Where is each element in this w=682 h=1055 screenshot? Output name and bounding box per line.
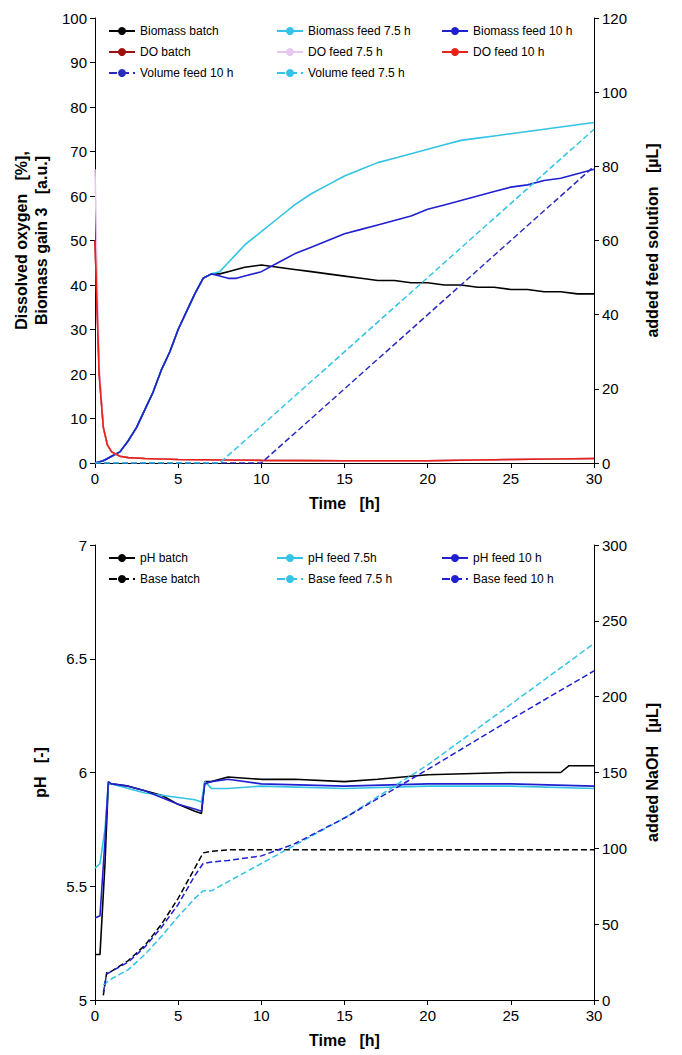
svg-text:added feed solution [µL]: added feed solution [µL] [644, 143, 661, 337]
svg-text:40: 40 [70, 277, 87, 294]
svg-text:50: 50 [602, 916, 619, 933]
svg-text:25: 25 [502, 470, 519, 487]
svg-text:80: 80 [70, 99, 87, 116]
svg-text:5.5: 5.5 [66, 878, 87, 895]
svg-text:10: 10 [253, 470, 270, 487]
svg-text:100: 100 [602, 840, 627, 857]
svg-text:6.5: 6.5 [66, 650, 87, 667]
svg-text:30: 30 [586, 470, 603, 487]
svg-text:pH [-]: pH [-] [32, 747, 49, 798]
svg-text:pH feed 7.5h: pH feed 7.5h [308, 551, 377, 565]
svg-text:10: 10 [70, 410, 87, 427]
svg-text:7: 7 [79, 537, 87, 554]
svg-text:Time [h]: Time [h] [309, 495, 380, 512]
svg-text:25: 25 [502, 1007, 519, 1024]
svg-text:70: 70 [70, 143, 87, 160]
svg-text:DO feed 10 h: DO feed 10 h [473, 45, 544, 59]
svg-text:Biomass batch: Biomass batch [140, 24, 219, 38]
svg-text:Base batch: Base batch [140, 572, 200, 586]
svg-text:pH batch: pH batch [140, 551, 188, 565]
svg-text:6: 6 [79, 764, 87, 781]
svg-text:100: 100 [62, 10, 87, 27]
svg-text:Biomass gain 3 [a.u.]: Biomass gain 3 [a.u.] [33, 156, 50, 325]
svg-text:20: 20 [419, 470, 436, 487]
svg-text:Base feed 7.5 h: Base feed 7.5 h [308, 572, 392, 586]
svg-text:30: 30 [70, 321, 87, 338]
svg-text:20: 20 [602, 380, 619, 397]
svg-text:120: 120 [602, 10, 627, 27]
svg-text:Volume feed 7.5 h: Volume feed 7.5 h [308, 66, 405, 80]
svg-text:200: 200 [602, 688, 627, 705]
svg-text:0: 0 [79, 455, 87, 472]
svg-text:pH feed 10 h: pH feed 10 h [473, 551, 542, 565]
svg-text:250: 250 [602, 612, 627, 629]
svg-text:Dissolved oxygen [%],: Dissolved oxygen [%], [13, 151, 30, 330]
svg-text:added NaOH [µL]: added NaOH [µL] [644, 703, 661, 842]
svg-text:Biomass feed 10 h: Biomass feed 10 h [473, 24, 572, 38]
svg-text:60: 60 [70, 188, 87, 205]
svg-text:20: 20 [419, 1007, 436, 1024]
svg-text:0: 0 [602, 992, 610, 1009]
svg-text:5: 5 [174, 1007, 182, 1024]
svg-text:Volume feed 10 h: Volume feed 10 h [140, 66, 233, 80]
svg-text:0: 0 [91, 1007, 99, 1024]
svg-text:50: 50 [70, 232, 87, 249]
svg-text:5: 5 [174, 470, 182, 487]
svg-text:5: 5 [79, 992, 87, 1009]
svg-text:150: 150 [602, 764, 627, 781]
svg-text:DO batch: DO batch [140, 45, 191, 59]
svg-text:10: 10 [253, 1007, 270, 1024]
svg-text:Time [h]: Time [h] [309, 1032, 380, 1049]
svg-text:100: 100 [602, 84, 627, 101]
svg-text:0: 0 [602, 455, 610, 472]
svg-text:60: 60 [602, 232, 619, 249]
svg-text:20: 20 [70, 366, 87, 383]
svg-text:15: 15 [336, 1007, 353, 1024]
svg-text:Base feed 10 h: Base feed 10 h [473, 572, 554, 586]
svg-text:30: 30 [586, 1007, 603, 1024]
svg-text:40: 40 [602, 306, 619, 323]
svg-text:Biomass feed 7.5 h: Biomass feed 7.5 h [308, 24, 411, 38]
svg-text:0: 0 [91, 470, 99, 487]
svg-text:DO feed 7.5 h: DO feed 7.5 h [308, 45, 383, 59]
svg-text:80: 80 [602, 158, 619, 175]
svg-text:90: 90 [70, 54, 87, 71]
svg-text:300: 300 [602, 537, 627, 554]
svg-text:15: 15 [336, 470, 353, 487]
